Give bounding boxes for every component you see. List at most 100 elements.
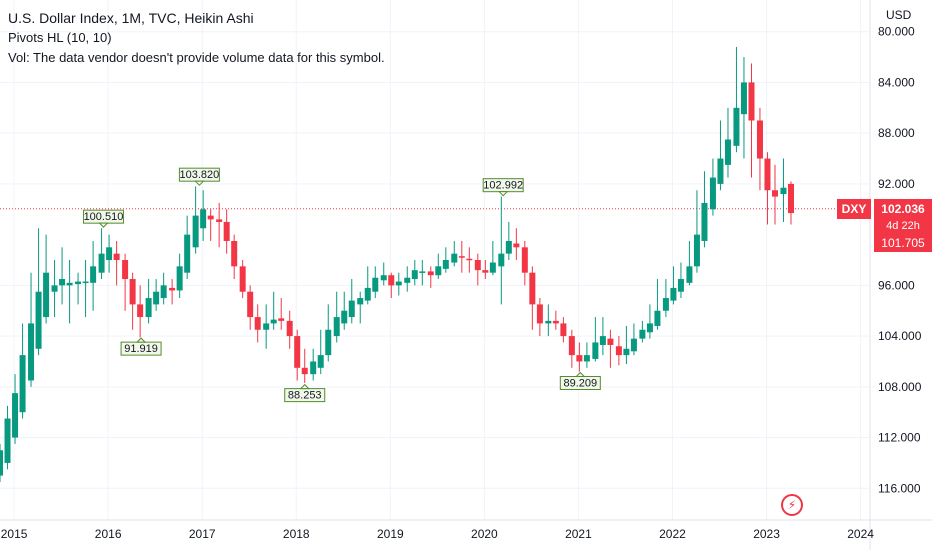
candle-body [442, 260, 449, 269]
time-tick-label: 2024 [847, 527, 874, 541]
candle-body [630, 338, 637, 352]
indicator-label[interactable]: Pivots HL (10, 10) [8, 30, 112, 45]
candle-body [98, 253, 105, 273]
pivot-low-label[interactable]: 88.253 [284, 383, 326, 403]
candle-body [106, 247, 113, 260]
candle-body [122, 260, 129, 280]
candle [505, 221, 512, 260]
time-tick-label: 2020 [471, 527, 498, 541]
pivot-value: 103.820 [180, 169, 220, 181]
candle-body [474, 260, 481, 271]
candle-body [4, 418, 11, 463]
candle-body [521, 247, 528, 273]
candle [231, 234, 238, 280]
candle [458, 240, 465, 273]
candle [310, 348, 317, 381]
price-axis[interactable]: 116.000 112.000 108.000 104.000 96.000 92.000… [869, 0, 922, 550]
candle [686, 240, 693, 286]
candle-body [623, 348, 630, 356]
candle [404, 266, 411, 292]
candle-body [560, 323, 567, 337]
candle [733, 46, 740, 153]
candle-body [748, 82, 755, 121]
currency-label[interactable]: USD [886, 8, 912, 22]
candle [372, 266, 379, 299]
time-tick-label: 2017 [189, 527, 216, 541]
candle-body [317, 355, 324, 368]
candle-body [388, 275, 395, 286]
candle-body [216, 219, 223, 222]
candle-body [482, 270, 489, 273]
candle-body [348, 300, 355, 318]
candle-body [404, 277, 411, 283]
pivot-high-label[interactable]: 100.510 [82, 209, 124, 228]
candle-body [145, 298, 152, 318]
candle [568, 329, 575, 368]
candle [787, 181, 794, 225]
candle-body [310, 361, 317, 375]
candle [482, 260, 489, 280]
candle-body [380, 275, 387, 281]
candle-body [247, 291, 254, 318]
candle-body [615, 346, 622, 356]
candle [451, 240, 458, 267]
candle-body [301, 367, 308, 375]
candle-body [686, 266, 693, 283]
candle-body [43, 272, 50, 318]
time-axis[interactable]: 2015 2016 2017 2018 2019 2020 2021 2022 2023 2024 [0, 519, 932, 541]
grid [0, 0, 870, 520]
candle [325, 304, 332, 362]
candle-body [419, 271, 426, 273]
candle [724, 107, 731, 178]
candle [607, 329, 614, 368]
candle-body [458, 256, 465, 258]
candle [169, 279, 176, 305]
candle-body [764, 158, 771, 191]
lightning-icon[interactable]: ⚡︎ [781, 494, 803, 516]
candle [301, 348, 308, 384]
candle-body [583, 355, 590, 362]
pivot-pointer [497, 191, 509, 197]
candle-body [724, 139, 731, 165]
pivot-value: 91.919 [124, 343, 158, 355]
candle-body [395, 281, 402, 286]
candle [442, 247, 449, 273]
candle-body [364, 287, 371, 301]
candle [670, 266, 677, 305]
price-tick-label: 108.000 [878, 380, 922, 394]
pivot-high-label[interactable]: 102.992 [482, 178, 524, 197]
candle-body [75, 281, 82, 285]
candle-body [35, 291, 42, 349]
candle [717, 120, 724, 191]
volume-note: Vol: The data vendor doesn't provide vol… [8, 50, 385, 65]
candle-body [341, 310, 348, 324]
pivot-value: 100.510 [84, 211, 124, 223]
candle-body [639, 329, 646, 339]
pivot-low-label[interactable]: 91.919 [120, 337, 162, 356]
candle-body [756, 120, 763, 159]
candle-body [278, 318, 285, 321]
candle [153, 279, 160, 311]
symbol-title[interactable]: U.S. Dollar Index, 1M, TVC, Heikin Ashi [8, 10, 254, 26]
candle [223, 209, 230, 254]
candle-body [263, 323, 270, 330]
candle [113, 240, 120, 286]
candle [388, 272, 395, 299]
candle-body [12, 393, 19, 438]
candle [106, 234, 113, 273]
candle [0, 443, 3, 482]
candle-body [333, 317, 340, 337]
candle-body [607, 338, 614, 345]
candle [254, 304, 261, 343]
candle-body [325, 329, 332, 356]
candle-body [740, 82, 747, 115]
candle-body [137, 304, 144, 318]
pivot-high-label[interactable]: 103.820 [178, 167, 220, 186]
candle-body [169, 287, 176, 291]
price-tick-label: 116.000 [878, 481, 921, 495]
candle [489, 240, 496, 276]
candle [615, 336, 622, 366]
pivot-low-label[interactable]: 89.209 [559, 371, 601, 390]
candle [498, 196, 505, 305]
